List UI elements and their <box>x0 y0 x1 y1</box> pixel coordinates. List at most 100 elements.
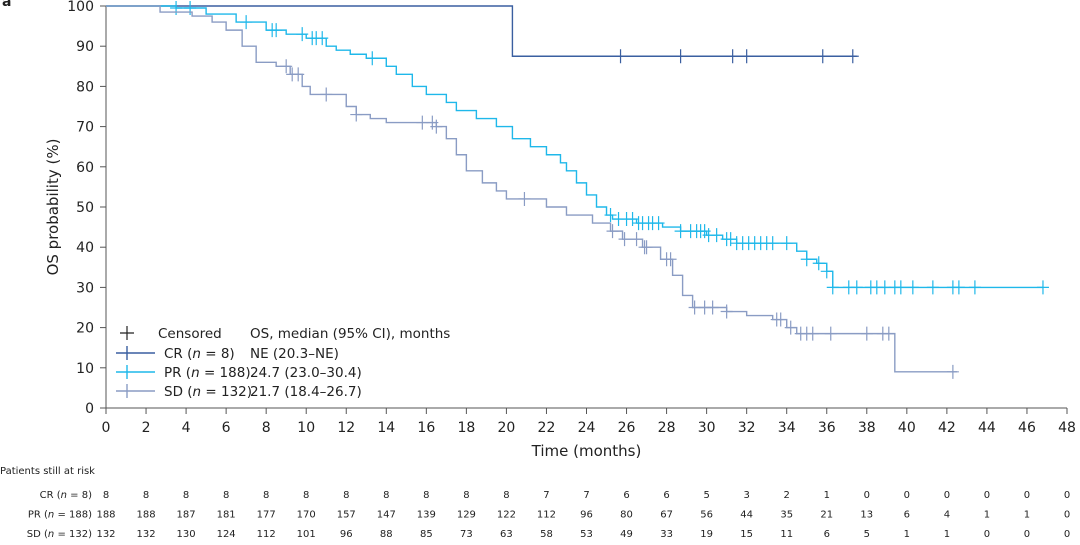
risk-count: 53 <box>580 529 593 540</box>
risk-count: 0 <box>1064 529 1070 540</box>
censor-mark-pr <box>812 256 825 271</box>
risk-count: 1 <box>904 529 910 540</box>
x-tick-label: 36 <box>818 420 836 436</box>
x-tick-label: 0 <box>102 420 111 436</box>
risk-count: 88 <box>380 529 393 540</box>
risk-count: 8 <box>463 490 469 501</box>
censor-mark-pr <box>952 280 965 295</box>
risk-count: 177 <box>257 510 276 521</box>
censor-mark-pr <box>316 31 329 46</box>
x-tick-label: 42 <box>938 420 956 436</box>
censor-mark-pr <box>240 15 253 30</box>
risk-count: 4 <box>944 510 950 521</box>
censor-mark-pr <box>968 280 981 295</box>
censor-mark-sd <box>606 224 619 239</box>
risk-count: 1 <box>824 490 830 501</box>
legend-label-cr: CR (n = 8) <box>164 346 235 362</box>
risk-count: 170 <box>297 510 316 521</box>
censor-mark-pr <box>604 208 617 223</box>
censor-mark-sd <box>618 232 631 247</box>
risk-count: 147 <box>377 510 396 521</box>
censor-mark-cr <box>614 49 627 64</box>
risk-count: 124 <box>217 529 236 540</box>
risk-count: 132 <box>136 529 155 540</box>
risk-count: 3 <box>743 490 749 501</box>
y-tick-label: 70 <box>76 120 94 136</box>
risk-count: 96 <box>340 529 353 540</box>
risk-count: 130 <box>177 529 196 540</box>
censor-mark-sd <box>664 252 677 267</box>
risk-count: 85 <box>420 529 433 540</box>
risk-count: 157 <box>337 510 356 521</box>
censor-mark-pr <box>906 280 919 295</box>
risk-count: 19 <box>700 529 713 540</box>
survival-curve-pr <box>106 5 1043 289</box>
censor-mark-sd <box>320 87 333 102</box>
y-tick-label: 60 <box>76 160 94 176</box>
x-tick-label: 10 <box>297 420 315 436</box>
censor-mark-pr <box>674 224 687 239</box>
y-tick-label: 30 <box>76 280 94 296</box>
censor-mark-pr <box>652 216 665 231</box>
risk-count: 6 <box>663 490 669 501</box>
censor-mark-pr <box>710 228 723 243</box>
censor-mark-sd <box>292 67 305 82</box>
x-tick-label: 20 <box>498 420 516 436</box>
risk-count: 112 <box>537 510 556 521</box>
censor-mark-pr <box>366 51 379 66</box>
x-tick-label: 4 <box>182 420 191 436</box>
y-tick-label: 10 <box>76 361 94 377</box>
censor-mark-sd <box>720 304 733 319</box>
y-tick-label: 40 <box>76 240 94 256</box>
censor-mark-sd <box>806 326 819 341</box>
legend-median-cr: NE (20.3–NE) <box>250 346 339 362</box>
legend-median-sd: 21.7 (18.4–26.7) <box>250 384 362 400</box>
risk-count: 49 <box>620 529 633 540</box>
censor-mark-pr <box>766 236 779 251</box>
risk-count: 1 <box>944 529 950 540</box>
censor-mark-pr <box>826 280 839 295</box>
risk-row-label-cr: CR (n = 8) <box>40 490 92 501</box>
censor-mark-pr <box>894 280 907 295</box>
x-tick-label: 44 <box>978 420 996 436</box>
risk-count: 8 <box>383 490 389 501</box>
risk-count: 8 <box>423 490 429 501</box>
risk-count: 33 <box>660 529 673 540</box>
censor-mark-sd <box>706 300 719 315</box>
legend-swatch-sd <box>116 384 155 398</box>
risk-count: 8 <box>223 490 229 501</box>
x-tick-label: 16 <box>417 420 435 436</box>
censor-mark-pr <box>184 1 197 16</box>
x-tick-label: 26 <box>618 420 636 436</box>
censor-mark-sd <box>946 364 959 379</box>
censor-mark-pr <box>626 212 639 227</box>
x-tick-label: 46 <box>1018 420 1036 436</box>
risk-count: 112 <box>257 529 276 540</box>
risk-count: 187 <box>177 510 196 521</box>
y-tick-label: 100 <box>67 0 94 15</box>
risk-count: 8 <box>183 490 189 501</box>
risk-row-label-pr: PR (n = 188) <box>28 510 92 521</box>
censor-mark-sd <box>860 326 873 341</box>
risk-count: 8 <box>303 490 309 501</box>
censor-mark-pr <box>878 280 891 295</box>
risk-count: 6 <box>904 510 910 521</box>
censor-mark-sd <box>824 326 837 341</box>
x-tick-label: 38 <box>858 420 876 436</box>
risk-count: 0 <box>944 490 950 501</box>
risk-count: 21 <box>820 510 833 521</box>
legend-label-sd: SD (n = 132) <box>164 384 252 400</box>
risk-count: 7 <box>543 490 549 501</box>
risk-count: 6 <box>824 529 830 540</box>
x-tick-label: 14 <box>377 420 395 436</box>
risk-count: 122 <box>497 510 516 521</box>
legend-censored-icon <box>120 326 134 340</box>
x-tick-label: 18 <box>457 420 475 436</box>
x-tick-label: 8 <box>262 420 271 436</box>
risk-count: 56 <box>700 510 713 521</box>
censor-mark-pr <box>850 280 863 295</box>
risk-count: 35 <box>780 510 793 521</box>
censor-mark-pr <box>724 232 737 247</box>
risk-count: 8 <box>103 490 109 501</box>
risk-count: 0 <box>1064 510 1070 521</box>
